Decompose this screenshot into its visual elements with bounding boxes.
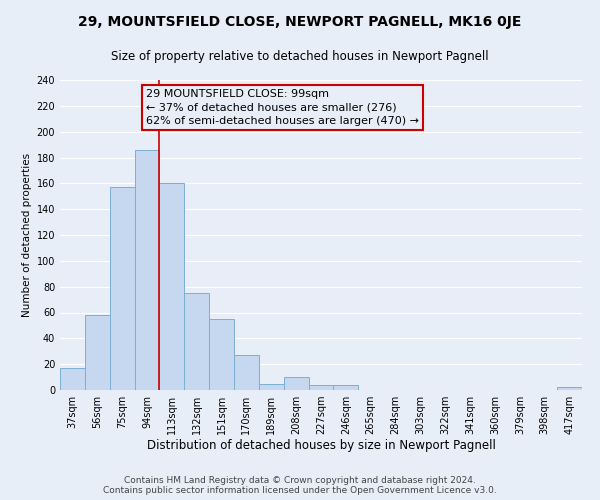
Text: Size of property relative to detached houses in Newport Pagnell: Size of property relative to detached ho…: [111, 50, 489, 63]
Bar: [557, 388, 582, 390]
Text: 29 MOUNTSFIELD CLOSE: 99sqm
← 37% of detached houses are smaller (276)
62% of se: 29 MOUNTSFIELD CLOSE: 99sqm ← 37% of det…: [146, 90, 419, 126]
Bar: [85, 315, 110, 390]
Y-axis label: Number of detached properties: Number of detached properties: [22, 153, 32, 317]
Bar: [209, 319, 234, 390]
Bar: [334, 385, 358, 390]
Bar: [234, 355, 259, 390]
Bar: [284, 377, 308, 390]
Text: 29, MOUNTSFIELD CLOSE, NEWPORT PAGNELL, MK16 0JE: 29, MOUNTSFIELD CLOSE, NEWPORT PAGNELL, …: [79, 15, 521, 29]
Bar: [160, 184, 184, 390]
Bar: [184, 293, 209, 390]
Bar: [259, 384, 284, 390]
Bar: [60, 368, 85, 390]
Bar: [308, 385, 334, 390]
Bar: [110, 187, 134, 390]
X-axis label: Distribution of detached houses by size in Newport Pagnell: Distribution of detached houses by size …: [146, 438, 496, 452]
Bar: [134, 150, 160, 390]
Text: Contains public sector information licensed under the Open Government Licence v3: Contains public sector information licen…: [103, 486, 497, 495]
Text: Contains HM Land Registry data © Crown copyright and database right 2024.: Contains HM Land Registry data © Crown c…: [124, 476, 476, 485]
